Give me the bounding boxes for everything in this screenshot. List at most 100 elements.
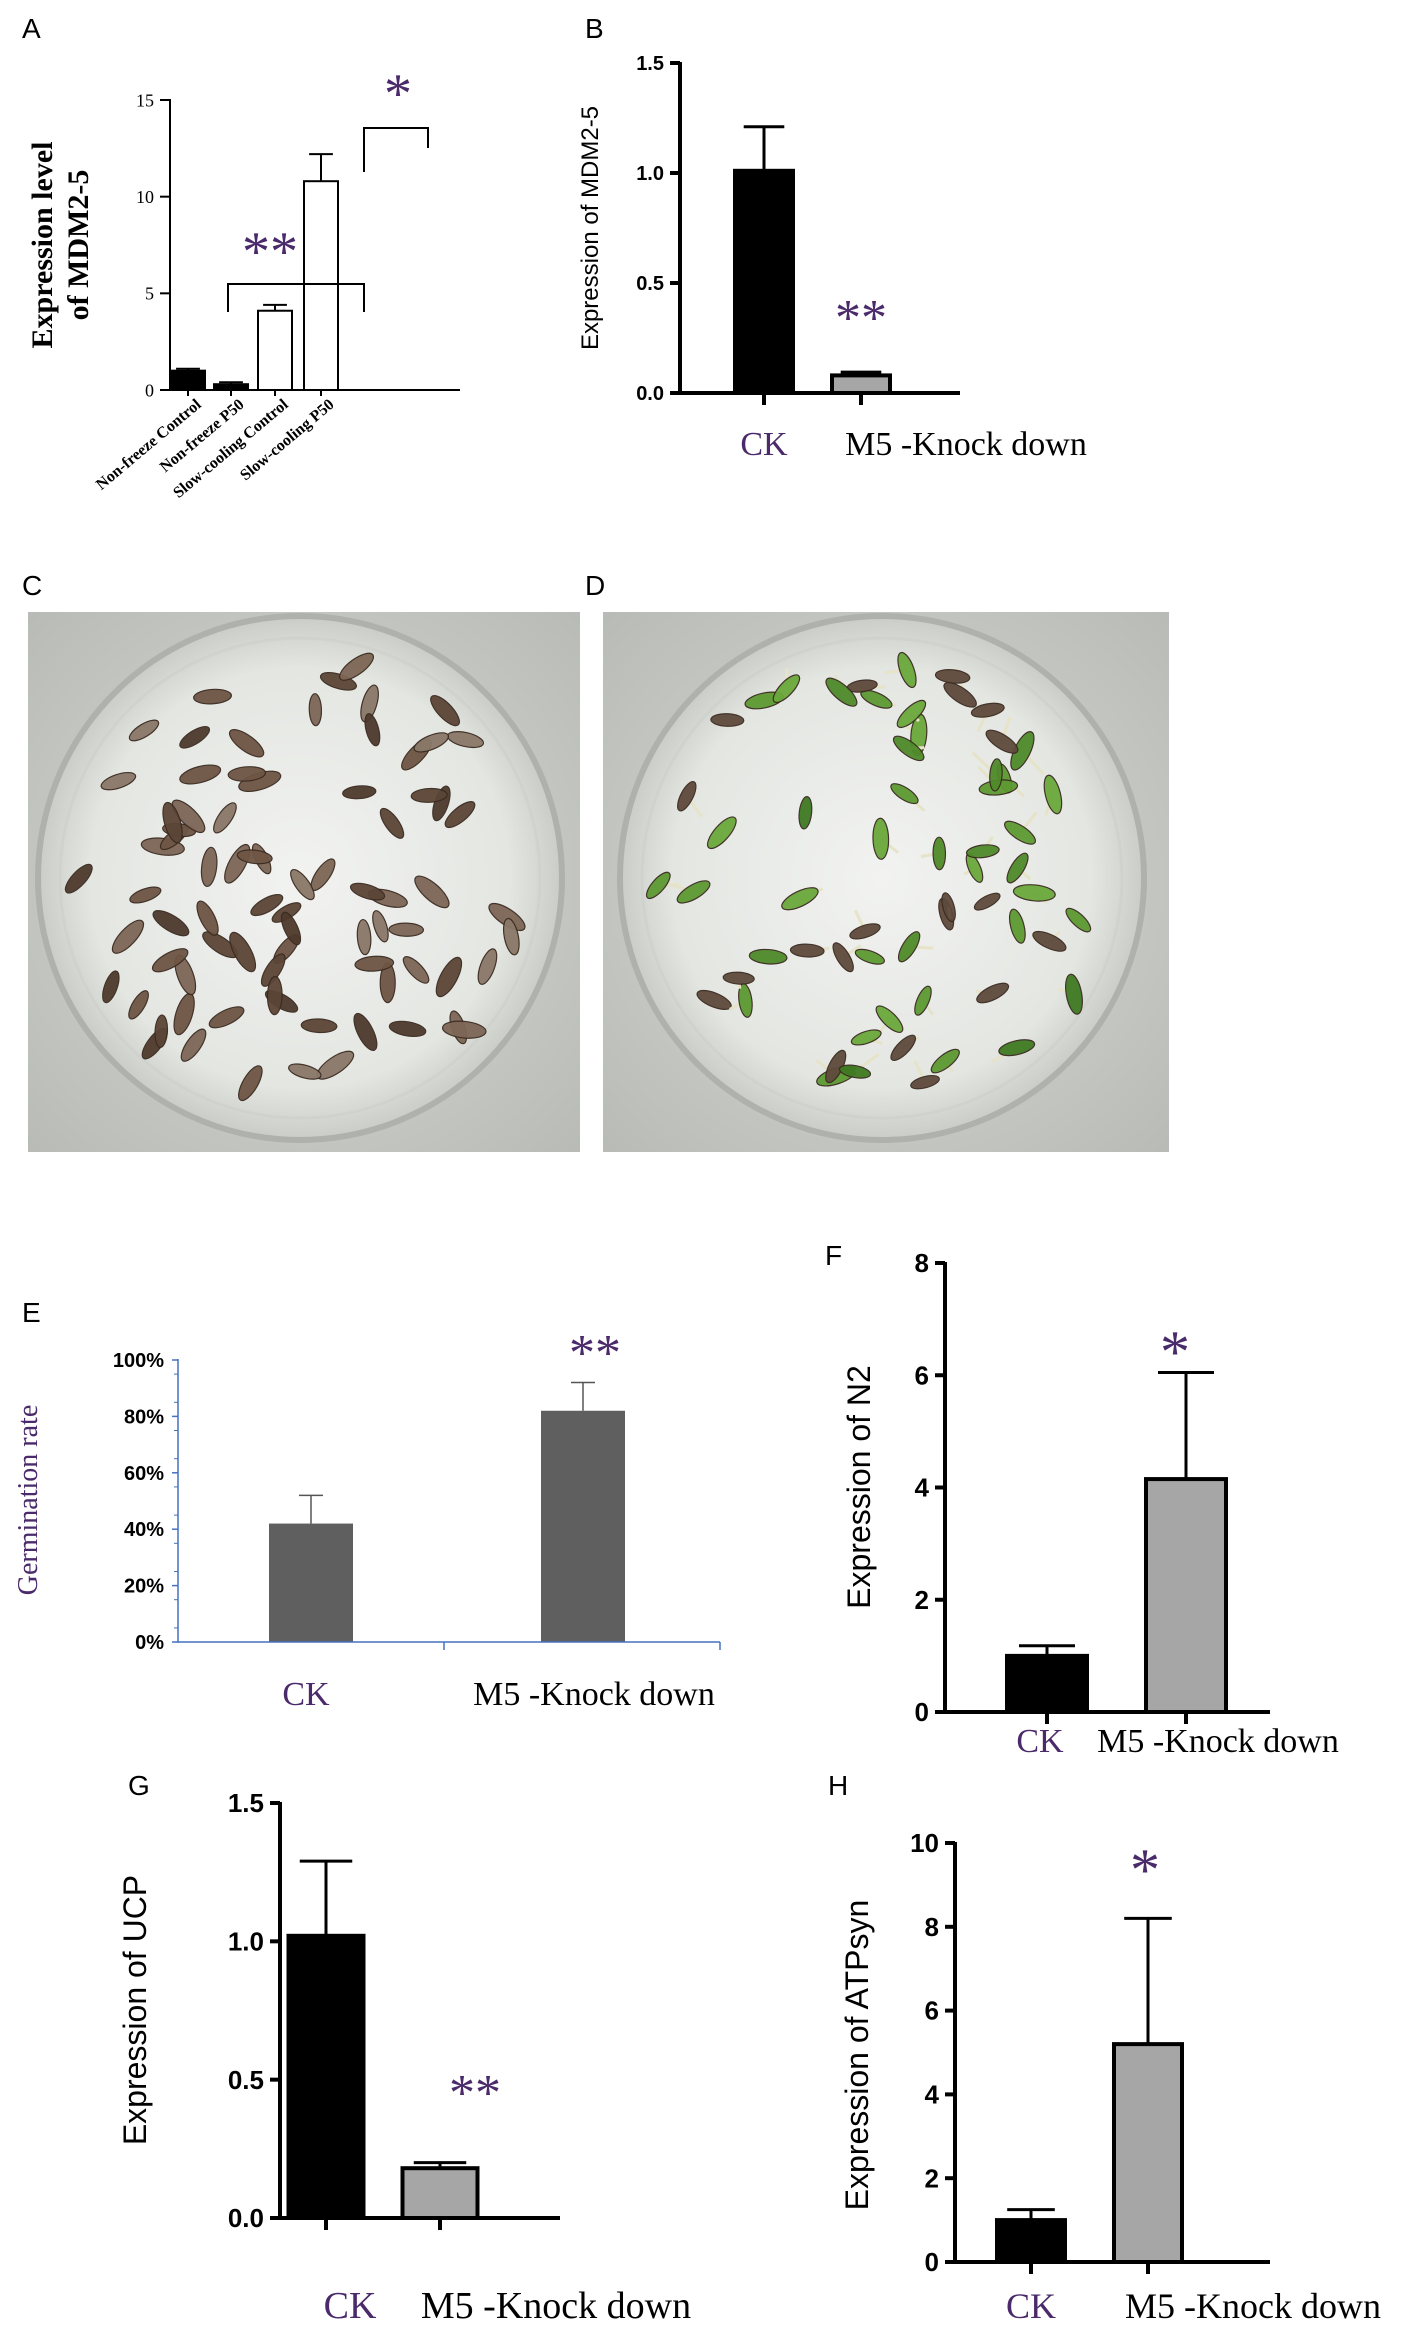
cotyledon-d-31 [850, 1029, 882, 1046]
cotyledon-d-54 [838, 1064, 872, 1079]
seed-c-64 [171, 799, 206, 834]
seed-c-71 [228, 729, 265, 758]
cotyledon-d-55 [854, 948, 885, 965]
panel-letter-g: G [128, 1770, 150, 1801]
seed-c-27 [208, 1006, 245, 1029]
seed-c-39 [154, 1014, 169, 1049]
seed-c-30 [111, 919, 145, 954]
seed-c-31 [444, 801, 476, 829]
cotyledon-d-49 [896, 699, 927, 729]
cotyledon-d-13 [892, 735, 925, 762]
cotyledon-d-15 [897, 931, 921, 963]
seed-c-17 [179, 726, 211, 749]
pe-ytick-label-0: 0% [135, 1632, 164, 1654]
pb-bar-0 [733, 168, 795, 395]
pe-category-label-0: CK [282, 1676, 330, 1713]
seedcoat-d-3 [973, 892, 1001, 911]
sig-marker-f: * [1160, 1319, 1190, 1385]
seedcoat-d-8 [890, 1034, 917, 1061]
cotyledon-d-24 [875, 1005, 904, 1033]
seed-c-76 [227, 766, 267, 782]
seed-c-69 [280, 911, 302, 946]
seedcoat-d-59 [722, 971, 755, 985]
cotyledon-d-14 [1006, 852, 1029, 884]
seed-c-42 [229, 931, 257, 973]
seedcoat-d-29 [910, 1074, 940, 1090]
seed-c-74 [388, 1020, 427, 1038]
seed-c-62 [339, 652, 375, 681]
pf-ytick-label-4: 8 [915, 1248, 929, 1278]
seed-c-18 [441, 1020, 487, 1039]
seed-c-35 [356, 918, 372, 956]
seed-c-55 [290, 869, 315, 901]
pf-ylabel: Expression of N2 [841, 1365, 877, 1609]
chart-panel-g: 0.0 0.5 1.0 1.5 Expression of UCP CK M5 -Knock… [117, 1788, 691, 2326]
pa-ylabel-line-0: Expression level [26, 142, 59, 349]
ph-category-label-0: CK [1006, 2286, 1056, 2326]
pa-ytick-label-3: 15 [136, 90, 154, 110]
seedcoat-d-30 [985, 729, 1019, 754]
seedcoat-d-1 [849, 923, 881, 940]
pf-ytick-label-2: 4 [915, 1473, 930, 1503]
cotyledon-d-25 [1012, 884, 1056, 902]
pa-ytick-label-0: 0 [145, 380, 154, 400]
pb-category-label-0: CK [740, 426, 788, 463]
seedcoat-d-43 [941, 892, 956, 923]
seed-c-50 [266, 975, 283, 1016]
seed-c-59 [502, 917, 520, 956]
seed-c-5 [353, 1012, 378, 1052]
seed-c-77 [64, 863, 93, 894]
pb-ytick-label-0: 0.0 [636, 383, 664, 405]
cotyledon-d-46 [825, 677, 858, 707]
seedlings-d [645, 651, 1092, 1090]
pf-bar-1 [1144, 1477, 1228, 1715]
pb-bar-1 [830, 373, 892, 395]
cotyledon-d-35 [914, 985, 932, 1016]
seed-c-72 [162, 801, 183, 844]
panel-letter-h: H [828, 1770, 848, 1801]
pa-ylabel-line-1: of MDM2-5 [62, 170, 95, 321]
cotyledon-d-6 [1043, 774, 1063, 815]
pg-ytick-label-1: 0.5 [228, 2065, 264, 2095]
pb-ytick-label-3: 1.5 [636, 53, 664, 75]
pg-bar-1 [400, 2166, 480, 2220]
seed-c-65 [435, 956, 463, 998]
seed-c-51 [180, 1028, 207, 1062]
pe-ytick-label-3: 60% [124, 1463, 164, 1485]
pg-ytick-label-3: 1.5 [228, 1788, 264, 1818]
photo-panel-d [603, 612, 1169, 1152]
pe-ylabel: Germination rate [13, 1405, 44, 1595]
cotyledon-d-10 [781, 887, 819, 911]
pe-bar-0 [269, 1523, 353, 1642]
pb-ytick-label-1: 0.5 [636, 273, 664, 295]
seed-c-70 [151, 948, 189, 973]
ph-ytick-label-0: 0 [925, 2247, 939, 2277]
cotyledon-d-53 [989, 758, 1003, 792]
seed-c-44 [260, 953, 286, 987]
chart-panel-h: 0 2 4 6 8 10 Expression of ATPsyn CK M5 -Knock d… [839, 1828, 1381, 2326]
pe-ytick-label-2: 40% [124, 1519, 164, 1541]
pa-bar-3 [303, 180, 339, 391]
ph-bar-1 [1112, 2042, 1184, 2264]
pf-category-label-0: CK [1016, 1723, 1064, 1760]
seedcoat-d-33 [696, 989, 732, 1010]
pe-category-label-1: M5 -Knock down [473, 1676, 715, 1713]
seed-c-68 [349, 882, 386, 901]
pf-bar-0 [1005, 1653, 1089, 1714]
seed-c-11 [360, 684, 379, 723]
pf-ytick-label-0: 0 [915, 1697, 929, 1727]
seeds-c [64, 652, 526, 1102]
seed-c-58 [200, 846, 218, 888]
cotyledon-d-45 [930, 1048, 960, 1074]
seed-c-73 [152, 910, 190, 937]
seed-c-56 [308, 693, 323, 727]
seed-c-53 [413, 732, 450, 753]
ph-ytick-label-5: 10 [910, 1828, 939, 1858]
cotyledon-d-28 [706, 816, 737, 850]
ph-ytick-label-1: 2 [925, 2163, 939, 2193]
seed-c-24 [238, 1065, 263, 1102]
bracket-right [363, 127, 429, 172]
sig-marker-e: ** [569, 1325, 621, 1382]
